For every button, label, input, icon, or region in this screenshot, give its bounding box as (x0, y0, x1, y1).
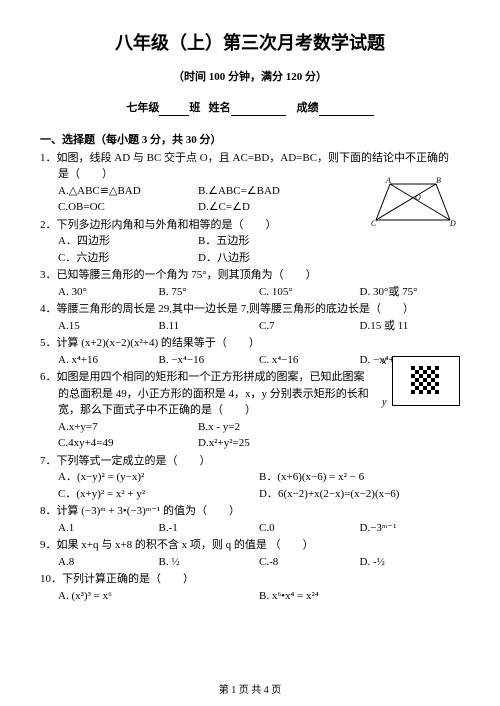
q8-stem: 8．计算 (−3)ᵐ + 3•(−3)ᵐ⁻¹ 的值为（ ） (40, 503, 460, 520)
svg-text:O: O (415, 193, 421, 202)
q1-opt-a: A.△ABC≌△BAD (58, 183, 198, 200)
name-blank (231, 103, 286, 116)
q9-stem: 9．如果 x+q 与 x+8 的积不含 x 项，则 q 的值是 （ ） (40, 537, 460, 554)
q3-stem: 3．已知等腰三角形的一个角为 75°，则其顶角为（ ） (40, 267, 460, 284)
q3-opt-c: C. 105° (259, 284, 360, 301)
q6-opt-c: C.4xy+4=49 (58, 435, 198, 452)
q5-stem: 5．计算 (x+2)(x−2)(x²+4) 的结果等于（ ） (40, 335, 460, 352)
q9-opt-a: A.8 (58, 554, 159, 571)
question-5: 5．计算 (x+2)(x−2)(x²+4) 的结果等于（ ） A. x⁴+16 … (40, 335, 460, 368)
q4-opt-d: D.15 或 11 (360, 318, 461, 335)
question-10: 10．下列计算正确的是（ ） A. (x³)³ = x⁶ B. x⁶•x⁴ = … (40, 571, 460, 604)
q1-opt-d: D.∠C=∠D (198, 199, 338, 216)
q4-stem: 4．等腰三角形的周长是 29,其中一边长是 7,则等腰三角形的底边长是（ ） (40, 301, 460, 318)
class-label: 班 (189, 102, 200, 114)
q3-opt-b: B. 75° (159, 284, 260, 301)
q9-opt-b: B. ½ (159, 554, 260, 571)
svg-text:A: A (385, 176, 391, 185)
q10-opt-b: B. x⁶•x⁴ = x²⁴ (259, 588, 460, 605)
page-footer: 第 1 页 共 4 页 (0, 683, 500, 698)
question-7: 7．下列等式一定成立的是（ ） A．(x−y)² = (y−x)² B．(x+6… (40, 453, 460, 503)
q8-opt-b: B.-1 (159, 520, 260, 537)
q5-opt-a: A. x⁴+16 (58, 352, 159, 369)
figure-1-triangle: A B C D O (368, 176, 458, 228)
q3-opt-a: A. 30° (58, 284, 159, 301)
svg-text:B: B (436, 176, 441, 185)
question-3: 3．已知等腰三角形的一个角为 75°，则其顶角为（ ） A. 30° B. 75… (40, 267, 460, 300)
question-9: 9．如果 x+q 与 x+8 的积不含 x 项，则 q 的值是 （ ） A.8 … (40, 537, 460, 570)
q4-opt-b: B.11 (159, 318, 260, 335)
q1-stem1: 1．如图，线段 AD 与 BC 交于点 O，且 AC=BD，AD=BC，则下面的… (40, 150, 460, 167)
grade-label: 七年级 (126, 102, 159, 114)
question-8: 8．计算 (−3)ᵐ + 3•(−3)ᵐ⁻¹ 的值为（ ） A.1 B.-1 C… (40, 503, 460, 536)
q2-opt-d: D．八边形 (198, 250, 338, 267)
q9-opt-c: C.-8 (259, 554, 360, 571)
info-line: 七年级 班 姓名 成绩 (40, 100, 460, 117)
q7-opt-b: B．(x+6)(x−6) = x² − 6 (259, 469, 460, 486)
q4-opt-a: A.15 (58, 318, 159, 335)
q2-opt-a: A．四边形 (58, 233, 198, 250)
question-4: 4．等腰三角形的周长是 29,其中一边长是 7,则等腰三角形的底边长是（ ） A… (40, 301, 460, 334)
q8-opt-c: C.0 (259, 520, 360, 537)
score-blank (319, 103, 374, 116)
q2-opt-b: B．五边形 (198, 233, 338, 250)
q10-opt-a: A. (x³)³ = x⁶ (58, 588, 259, 605)
q6-opt-b: B.x - y=2 (198, 419, 338, 436)
q2-opt-c: C．六边形 (58, 250, 198, 267)
q7-opt-d: D．6(x−2)+x(2−x)=(x−2)(x−6) (259, 486, 460, 503)
q1-opt-b: B.∠ABC=∠BAD (198, 183, 338, 200)
q7-opt-c: C．(x+y)² = x² + y² (58, 486, 259, 503)
q5-opt-b: B. −x⁴−16 (159, 352, 260, 369)
q6-opt-a: A.x+y=7 (58, 419, 198, 436)
q5-opt-d: D. −x⁴+16 (360, 352, 461, 369)
name-label: 姓名 (209, 102, 231, 114)
page-subtitle: （时间 100 分钟，满分 120 分） (40, 69, 460, 86)
q7-opt-a: A．(x−y)² = (y−x)² (58, 469, 259, 486)
q6-opt-d: D.x²+y²=25 (198, 435, 338, 452)
q9-opt-d: D. -½ (360, 554, 461, 571)
score-label: 成绩 (297, 102, 319, 114)
q10-stem: 10．下列计算正确的是（ ） (40, 571, 460, 588)
q6-stem3: 宽，那么下面式子中不正确的是（ ） (40, 402, 460, 419)
q1-opt-c: C.OB=OC (58, 199, 198, 216)
page-title: 八年级（上）第三次月考数学试题 (40, 30, 460, 57)
q7-stem: 7．下列等式一定成立的是（ ） (40, 453, 460, 470)
q6-stem1: 6．如图是用四个相同的矩形和一个正方形拼成的图案，已知此图案 (40, 369, 460, 386)
q5-opt-c: C. x⁴−16 (259, 352, 360, 369)
class-blank (159, 103, 189, 116)
question-6: 6．如图是用四个相同的矩形和一个正方形拼成的图案，已知此图案 的总面积是 49，… (40, 369, 460, 452)
svg-text:D: D (449, 219, 456, 228)
section1-header: 一、选择题（每小题 3 分，共 30 分） (40, 132, 460, 149)
q8-opt-d: D.−3ᵐ⁻¹ (360, 520, 461, 537)
page: 八年级（上）第三次月考数学试题 （时间 100 分钟，满分 120 分） 七年级… (0, 0, 500, 706)
q8-opt-a: A.1 (58, 520, 159, 537)
q4-opt-c: C.7 (259, 318, 360, 335)
q3-opt-d: D. 30°或 75° (360, 284, 461, 301)
q6-stem2: 的总面积是 49，小正方形的面积是 4，x，y 分别表示矩形的长和 (40, 386, 460, 403)
svg-text:C: C (371, 219, 377, 228)
